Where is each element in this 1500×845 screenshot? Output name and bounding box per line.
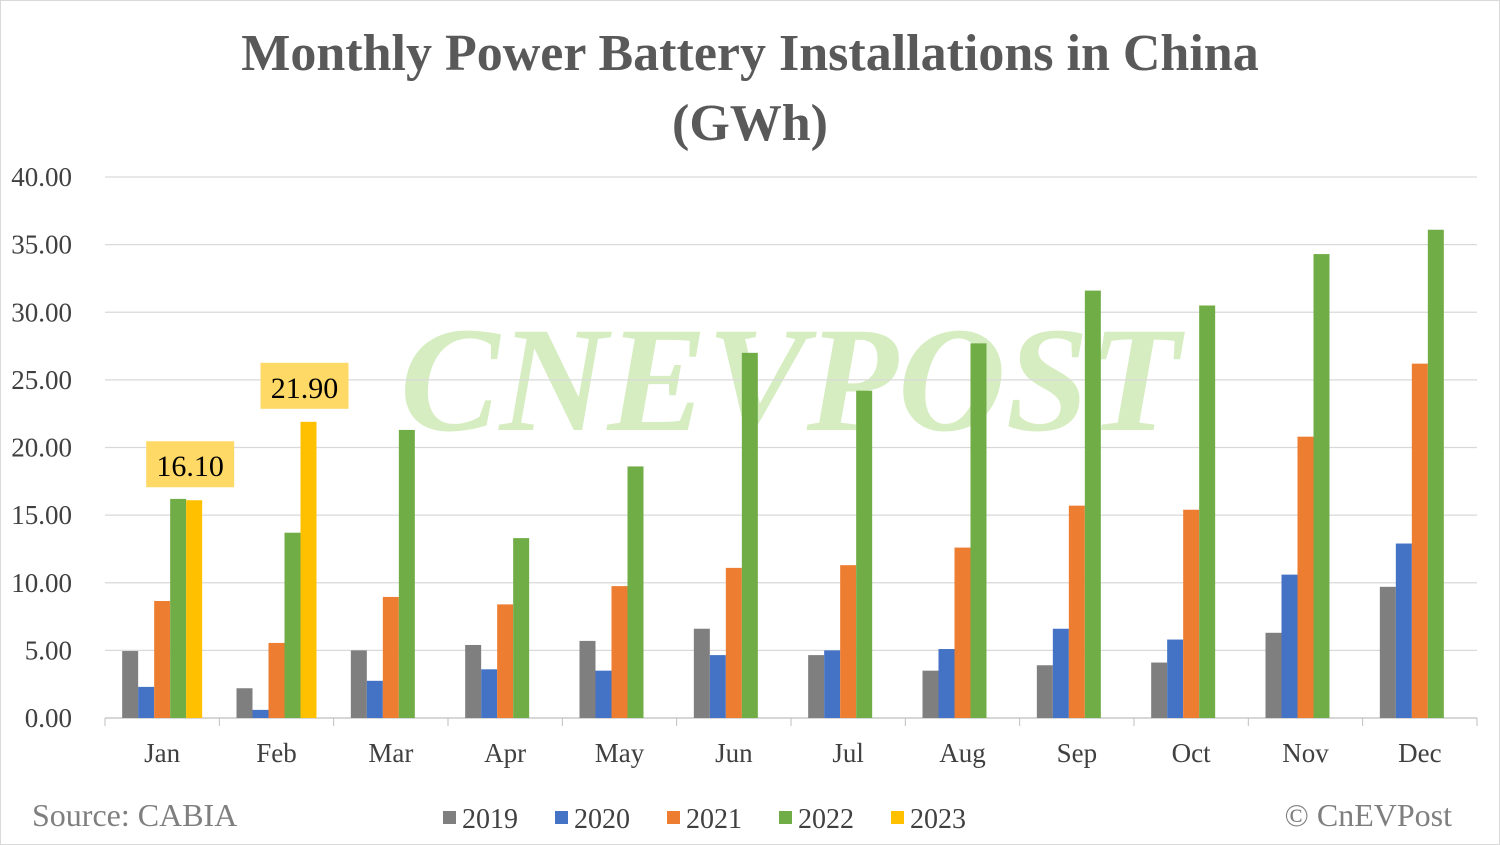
- bar-2019-Sep: [1036, 665, 1053, 718]
- chart-subtitle: (GWh): [672, 95, 828, 152]
- data-label-box: [146, 441, 235, 488]
- copyright-note: © CnEVPost: [1285, 797, 1453, 833]
- legend-label-2021: 2021: [686, 804, 742, 835]
- legend-swatch-2020: [555, 811, 568, 824]
- x-tick-label: Aug: [939, 738, 986, 768]
- bar-2020-Apr: [481, 669, 498, 718]
- bar-2019-Nov: [1265, 632, 1282, 718]
- bar-2023-Feb: [300, 421, 317, 718]
- bar-2022-Mar: [398, 429, 415, 718]
- bar-2021-Apr: [497, 604, 514, 718]
- bar-2022-Aug: [970, 343, 987, 718]
- bar-2020-Jun: [709, 655, 726, 718]
- bar-2022-Jul: [856, 390, 873, 718]
- bar-2021-Sep: [1068, 505, 1085, 718]
- bar-2022-Feb: [284, 532, 301, 718]
- bar-2020-Nov: [1281, 574, 1298, 718]
- bar-2019-Aug: [922, 670, 939, 718]
- x-tick-label: Feb: [256, 738, 297, 768]
- x-tick-label: May: [595, 738, 645, 768]
- bar-2021-Dec: [1411, 363, 1428, 718]
- bar-2019-Apr: [465, 644, 482, 718]
- bar-2022-Apr: [513, 538, 530, 718]
- bar-2019-Oct: [1151, 662, 1168, 718]
- x-tick-label: Apr: [484, 738, 526, 768]
- bar-2022-Jan: [170, 498, 187, 718]
- x-tick-label: Dec: [1398, 738, 1441, 768]
- bar-2022-Jun: [741, 352, 758, 718]
- bar-2021-Aug: [954, 547, 971, 718]
- bar-2021-Jun: [725, 567, 742, 718]
- legend-swatch-2019: [443, 811, 456, 824]
- y-tick-label: 30.00: [11, 297, 72, 327]
- bar-2020-Mar: [366, 680, 383, 718]
- y-tick-label: 0.00: [25, 703, 72, 733]
- bar-2022-Nov: [1313, 254, 1330, 718]
- x-tick-label: Jul: [832, 738, 864, 768]
- bar-2020-Aug: [938, 649, 955, 718]
- bar-2022-Oct: [1199, 305, 1216, 718]
- x-tick-label: Mar: [368, 738, 413, 768]
- bar-2021-Feb: [268, 642, 285, 718]
- bar-2022-Dec: [1427, 229, 1444, 718]
- bar-2020-Feb: [252, 709, 269, 718]
- bar-2020-Oct: [1167, 639, 1184, 718]
- x-tick-label: Jan: [144, 738, 180, 768]
- bar-2021-Nov: [1297, 436, 1314, 718]
- y-tick-label: 25.00: [11, 365, 72, 395]
- bar-2020-Dec: [1395, 543, 1412, 718]
- y-tick-label: 10.00: [11, 568, 72, 598]
- x-tick-label: Jun: [715, 738, 753, 768]
- bar-2019-May: [579, 640, 596, 718]
- bar-2020-Jul: [824, 650, 841, 718]
- bar-2022-Sep: [1084, 290, 1101, 718]
- bar-2023-Jan: [186, 500, 203, 718]
- legend-label-2022: 2022: [798, 804, 854, 835]
- chart-title: Monthly Power Battery Installations in C…: [241, 25, 1258, 82]
- bar-2019-Jul: [808, 655, 825, 718]
- y-tick-label: 15.00: [11, 500, 72, 530]
- x-tick-label: Sep: [1057, 738, 1098, 768]
- legend-swatch-2022: [779, 811, 792, 824]
- y-tick-label: 5.00: [25, 635, 72, 665]
- bar-2021-Mar: [382, 596, 399, 718]
- legend-label-2023: 2023: [910, 804, 966, 835]
- bar-2021-Jan: [154, 601, 171, 718]
- y-tick-label: 40.00: [11, 162, 72, 192]
- data-label: 21.90: [271, 372, 339, 405]
- y-tick-label: 20.00: [11, 433, 72, 463]
- bar-2021-Jul: [840, 565, 857, 718]
- bar-2019-Jun: [693, 628, 710, 718]
- x-tick-label: Oct: [1172, 738, 1211, 768]
- legend-swatch-2021: [667, 811, 680, 824]
- data-label: 16.10: [156, 450, 224, 483]
- source-note: Source: CABIA: [32, 797, 237, 833]
- legend-swatch-2023: [891, 811, 904, 824]
- bar-2019-Jan: [122, 651, 139, 718]
- legend-label-2019: 2019: [462, 804, 518, 835]
- legend-label-2020: 2020: [574, 804, 630, 835]
- bar-2019-Dec: [1379, 586, 1396, 718]
- bar-2020-May: [595, 670, 612, 718]
- bar-2019-Mar: [350, 650, 367, 718]
- y-tick-label: 35.00: [11, 230, 72, 260]
- bar-2020-Jan: [138, 686, 155, 718]
- x-tick-label: Nov: [1282, 738, 1329, 768]
- bar-2020-Sep: [1052, 628, 1069, 718]
- bar-2021-Oct: [1183, 509, 1200, 718]
- data-label-box: [260, 362, 349, 409]
- bar-2019-Feb: [236, 688, 253, 718]
- bar-2021-May: [611, 586, 628, 718]
- bar-2022-May: [627, 466, 644, 718]
